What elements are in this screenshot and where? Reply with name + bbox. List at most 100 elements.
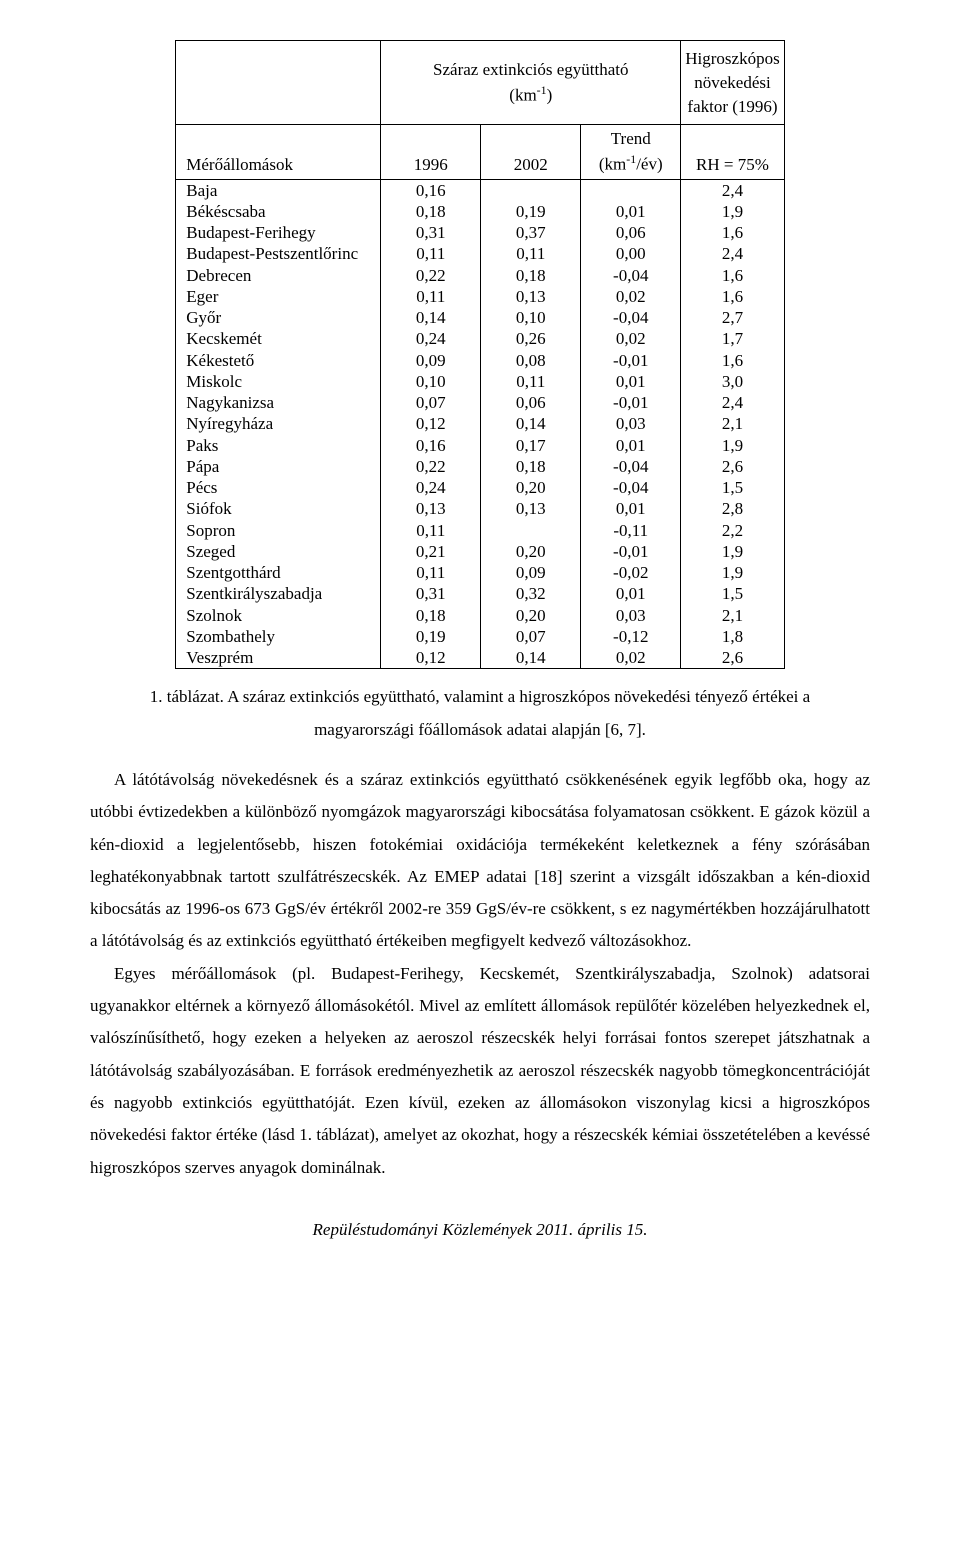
cell-rh: 1,8: [681, 626, 784, 647]
cell-v1996: 0,07: [381, 392, 481, 413]
cell-v2002: 0,20: [481, 477, 581, 498]
station-name: Szentkirályszabadja: [176, 583, 381, 604]
cell-v2002: 0,11: [481, 371, 581, 392]
cell-rh: 1,6: [681, 222, 784, 243]
extinction-table-wrap: Száraz extinkciós együttható (km-1) Higr…: [90, 40, 870, 669]
cell-v1996: 0,11: [381, 562, 481, 583]
cell-v1996: 0,11: [381, 243, 481, 264]
page-footer: Repüléstudományi Közlemények 2011. ápril…: [90, 1218, 870, 1242]
header-group-right-l3: faktor (1996): [687, 97, 777, 116]
station-name: Kecskemét: [176, 328, 381, 349]
table-row: Sopron0,11 -0,112,2: [176, 520, 784, 541]
cell-v1996: 0,24: [381, 477, 481, 498]
header-rh: RH = 75%: [681, 125, 784, 179]
cell-v1996: 0,12: [381, 647, 481, 669]
cell-v2002: 0,18: [481, 456, 581, 477]
table-row: Budapest-Ferihegy0,310,370,061,6: [176, 222, 784, 243]
cell-rh: 2,4: [681, 243, 784, 264]
cell-v2002: 0,13: [481, 498, 581, 519]
cell-v1996: 0,16: [381, 435, 481, 456]
table-row: Debrecen0,220,18-0,041,6: [176, 265, 784, 286]
table-row: Nagykanizsa0,070,06-0,012,4: [176, 392, 784, 413]
cell-v2002: 0,18: [481, 265, 581, 286]
cell-v2002: 0,06: [481, 392, 581, 413]
cell-v1996: 0,22: [381, 456, 481, 477]
cell-v1996: 0,31: [381, 583, 481, 604]
header-trend-l1: Trend: [611, 129, 651, 148]
cell-rh: 2,4: [681, 179, 784, 201]
cell-v2002: 0,11: [481, 243, 581, 264]
cell-v2002: 0,13: [481, 286, 581, 307]
extinction-table: Száraz extinkciós együttható (km-1) Higr…: [175, 40, 784, 669]
table-row: Baja0,162,4: [176, 179, 784, 201]
header-group-left-l2b: ): [547, 86, 553, 105]
cell-v1996: 0,11: [381, 286, 481, 307]
cell-trend: 0,01: [581, 201, 681, 222]
cell-trend: -0,12: [581, 626, 681, 647]
station-name: Szentgotthárd: [176, 562, 381, 583]
cell-v1996: 0,11: [381, 520, 481, 541]
cell-rh: 2,1: [681, 413, 784, 434]
header-group-right-l1: Higroszkópos: [685, 49, 779, 68]
cell-v1996: 0,16: [381, 179, 481, 201]
header-group-hygro: Higroszkópos növekedési faktor (1996): [681, 41, 784, 125]
cell-v2002: 0,17: [481, 435, 581, 456]
cell-v2002: [481, 520, 581, 541]
station-name: Paks: [176, 435, 381, 456]
station-name: Budapest-Pestszentlőrinc: [176, 243, 381, 264]
cell-v1996: 0,14: [381, 307, 481, 328]
header-trend-l2b: /év): [636, 155, 662, 174]
cell-v2002: 0,26: [481, 328, 581, 349]
table-row: Szentkirályszabadja0,310,320,011,5: [176, 583, 784, 604]
cell-trend: 0,01: [581, 435, 681, 456]
cell-rh: 1,9: [681, 435, 784, 456]
table-row: Szeged0,210,20-0,011,9: [176, 541, 784, 562]
station-name: Szeged: [176, 541, 381, 562]
cell-trend: -0,01: [581, 350, 681, 371]
table-row: Pápa0,220,18-0,042,6: [176, 456, 784, 477]
header-group-right-l2: növekedési: [694, 73, 770, 92]
station-name: Győr: [176, 307, 381, 328]
station-name: Veszprém: [176, 647, 381, 669]
table-row: Szombathely0,190,07-0,121,8: [176, 626, 784, 647]
cell-trend: 0,02: [581, 286, 681, 307]
cell-trend: 0,00: [581, 243, 681, 264]
cell-v1996: 0,21: [381, 541, 481, 562]
cell-rh: 2,2: [681, 520, 784, 541]
header-1996: 1996: [381, 125, 481, 179]
cell-trend: 0,01: [581, 498, 681, 519]
cell-rh: 1,6: [681, 350, 784, 371]
station-name: Sopron: [176, 520, 381, 541]
cell-trend: 0,03: [581, 413, 681, 434]
cell-trend: -0,04: [581, 307, 681, 328]
station-name: Eger: [176, 286, 381, 307]
header-trend: Trend (km-1/év): [581, 125, 681, 179]
cell-v2002: [481, 179, 581, 201]
cell-v1996: 0,12: [381, 413, 481, 434]
cell-trend: -0,02: [581, 562, 681, 583]
cell-v1996: 0,18: [381, 605, 481, 626]
cell-v1996: 0,19: [381, 626, 481, 647]
cell-v2002: 0,37: [481, 222, 581, 243]
cell-v1996: 0,18: [381, 201, 481, 222]
cell-v2002: 0,08: [481, 350, 581, 371]
table-row: Pécs0,240,20-0,041,5: [176, 477, 784, 498]
cell-trend: -0,04: [581, 477, 681, 498]
cell-v1996: 0,09: [381, 350, 481, 371]
cell-rh: 1,5: [681, 477, 784, 498]
station-name: Szombathely: [176, 626, 381, 647]
cell-v2002: 0,14: [481, 647, 581, 669]
station-name: Pápa: [176, 456, 381, 477]
table-row: Győr0,140,10-0,042,7: [176, 307, 784, 328]
station-name: Nyíregyháza: [176, 413, 381, 434]
table-row: Siófok0,130,130,012,8: [176, 498, 784, 519]
cell-rh: 1,6: [681, 265, 784, 286]
cell-rh: 2,8: [681, 498, 784, 519]
table-row: Veszprém0,120,140,022,6: [176, 647, 784, 669]
cell-trend: -0,01: [581, 541, 681, 562]
table-row: Budapest-Pestszentlőrinc0,110,110,002,4: [176, 243, 784, 264]
cell-trend: -0,11: [581, 520, 681, 541]
cell-trend: 0,03: [581, 605, 681, 626]
cell-trend: 0,02: [581, 328, 681, 349]
table-row: Békéscsaba0,180,190,011,9: [176, 201, 784, 222]
